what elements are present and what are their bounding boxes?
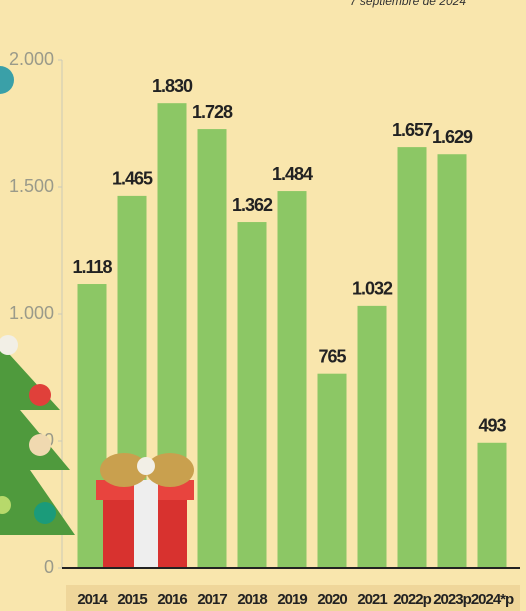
value-label: 1.728 (192, 102, 233, 122)
x-tick-label: 2014 (77, 591, 108, 608)
value-label: 1.830 (152, 76, 193, 96)
x-tick-label: 2024*p (471, 591, 514, 608)
value-label: 1.465 (112, 169, 153, 189)
x-tick-label: 2015 (117, 591, 147, 608)
bar (397, 147, 427, 568)
bar (197, 129, 227, 568)
value-label: 1.032 (352, 279, 393, 299)
bar (77, 284, 107, 568)
x-tick-label: 2022p (393, 591, 431, 608)
category-band (66, 585, 520, 611)
x-tick-label: 2019 (277, 591, 307, 608)
x-tick-label: 2023p (433, 591, 471, 608)
x-tick-label: 2021 (357, 591, 387, 608)
bar (477, 442, 507, 568)
bar (317, 373, 347, 568)
value-label: 1.362 (232, 195, 273, 215)
gift-decoration (96, 453, 194, 568)
value-label: 493 (478, 416, 506, 436)
bar (277, 191, 307, 568)
date-note: 7 septiembre de 2024 (350, 0, 466, 8)
y-tick-label: 2.000 (9, 49, 54, 69)
bar (237, 222, 267, 568)
y-tick-label: 1.500 (9, 176, 54, 196)
value-label: 765 (318, 346, 346, 366)
value-label: 1.118 (72, 257, 112, 277)
x-tick-label: 2018 (237, 591, 267, 608)
x-tick-label: 2016 (157, 591, 187, 608)
value-label: 1.657 (392, 120, 433, 140)
value-label: 1.629 (432, 127, 473, 147)
tree-decoration (0, 66, 75, 535)
x-tick-label: 2017 (197, 591, 227, 608)
bar (357, 305, 387, 568)
bar (437, 154, 467, 568)
y-tick-label: 1.000 (9, 303, 54, 323)
x-tick-label: 2020 (317, 591, 347, 608)
value-label: 1.484 (272, 164, 313, 184)
y-tick-label: 0 (44, 557, 54, 577)
